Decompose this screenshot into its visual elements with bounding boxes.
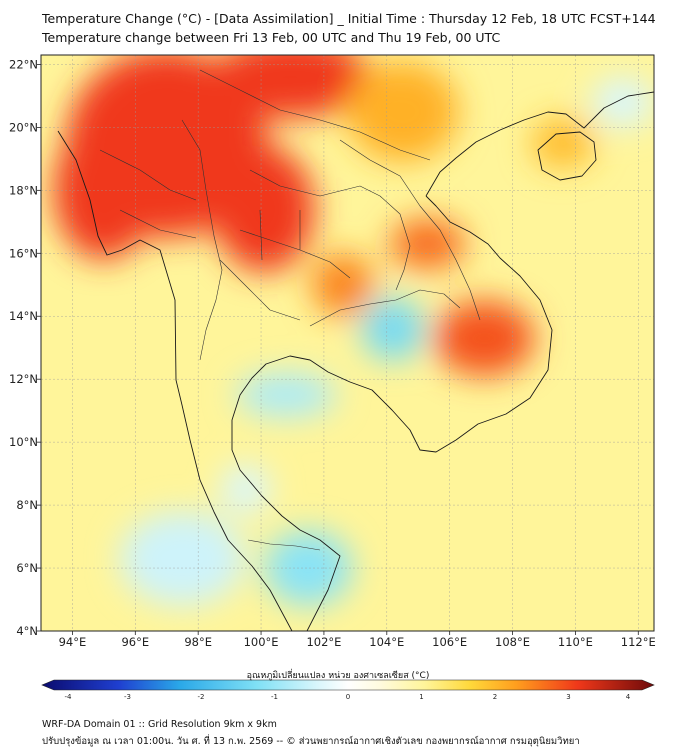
lon-tick-label: 110°E [558,635,593,649]
graticule [41,55,654,631]
colorbar-tick-label: -3 [124,693,131,701]
colorbar-tick-label: -1 [271,693,278,701]
lon-tick-label: 100°E [244,635,279,649]
lon-tick-label: 104°E [369,635,404,649]
lon-tick-label: 112°E [621,635,656,649]
lat-tick-label: 12°N [9,372,38,386]
colorbar-tick-label: -4 [65,693,73,701]
field-isan-warm [311,253,375,317]
colorbar-label: อุณหภูมิเปลี่ยนแปลง หน่วย องศาเซลเซียส (… [246,671,430,681]
axis-ticks: 94°E 96°E 98°E 100°E 102°E 104°E 106°E 108°E 110… [9,57,656,649]
lon-tick-label: 106°E [432,635,467,649]
boundary-thailand-laos [249,169,411,291]
lon-tick-label: 96°E [121,635,149,649]
field-yunnan-hot [213,55,372,118]
lat-tick-label: 18°N [9,183,38,197]
temperature-field [53,55,654,606]
boundary-myanmar-internal [99,149,197,239]
colorbar-tick-label: 1 [419,693,423,701]
lon-tick-label: 98°E [184,635,212,649]
chart-title: Temperature Change (°C) - [Data Assimila… [42,11,656,26]
field-cambodia-east-hot [433,300,535,377]
map-frame [40,54,655,632]
map-panel [41,55,654,631]
field-myanmar-west-hot [53,121,155,260]
coast-vietnam-north [425,91,654,197]
boundary-thailand-cambodia [309,289,461,327]
field-malaya-cool [264,530,353,606]
lat-tick-label: 6°N [16,561,38,575]
boundary-thailand-myanmar [181,119,223,361]
field-scs-east-cool [591,77,654,128]
field-hainan-warm [531,117,595,169]
coast-hainan [537,131,597,181]
lon-tick-label: 108°E [495,635,530,649]
update-info: ปรับปรุงข้อมูล ณ เวลา 01:00น. วัน ศ. ที่… [42,736,580,747]
field-isthmus-cool [220,464,271,515]
lat-tick-label: 16°N [9,246,38,260]
coast-myanmar-thailand-malaya [57,130,293,631]
colorbar-tick-label: 2 [493,693,497,701]
admin-boundaries [99,69,481,551]
boundary-laos-vietnam [339,139,481,321]
colorbar-tick-label: 4 [626,693,631,701]
boundary-malaysia [247,539,321,551]
colorbar: -4 -3 -2 -1 0 1 2 3 4 [41,679,655,701]
model-info: WRF-DA Domain 01 :: Grid Resolution 9km … [42,719,277,730]
field-north-thailand-hot [213,146,315,273]
lon-tick-label: 102°E [306,635,341,649]
boundary-yunnan [199,69,431,161]
coastlines [57,91,654,631]
lon-tick-label: 94°E [59,635,87,649]
lat-tick-label: 8°N [16,498,38,512]
lat-tick-label: 4°N [16,624,38,638]
colorbar-tick-label: 3 [566,693,570,701]
lat-tick-label: 10°N [9,435,38,449]
field-laos-hot [389,218,466,270]
chart-subtitle: Temperature change between Fri 13 Feb, 0… [42,30,501,45]
colorbar-tick-label: 0 [346,693,350,701]
field-andaman-south-cool [119,511,246,606]
field-vietnam-north-warm [345,61,460,163]
colorbar-ticks: -4 -3 -2 -1 0 1 2 3 4 [65,693,631,701]
coast-gulf-west [231,195,553,631]
colorbar-bar [41,679,655,691]
lat-tick-label: 14°N [9,309,38,323]
boundary-thailand-internal [219,209,351,321]
lat-tick-label: 22°N [9,57,38,71]
colorbar-tick-label: -2 [198,693,205,701]
lat-tick-label: 20°N [9,120,38,134]
field-tonle-sap-cool [361,297,425,361]
